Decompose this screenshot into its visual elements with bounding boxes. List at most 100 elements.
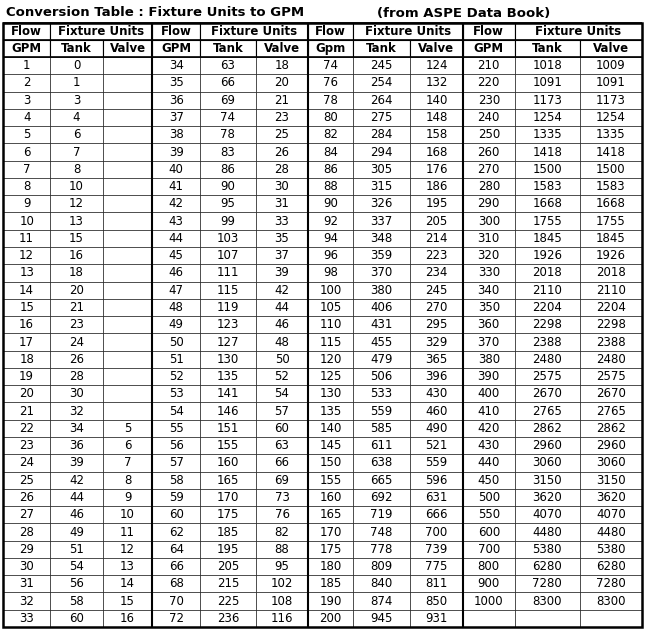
Text: 500: 500 — [478, 491, 500, 504]
Text: 284: 284 — [370, 129, 393, 141]
Text: 479: 479 — [370, 353, 393, 366]
Bar — [410, 351, 462, 368]
Bar — [152, 575, 200, 592]
Text: 44: 44 — [275, 301, 290, 314]
Bar — [256, 91, 308, 109]
Text: 39: 39 — [275, 266, 290, 280]
Bar — [410, 40, 462, 57]
Text: 360: 360 — [478, 318, 500, 331]
Text: 63: 63 — [221, 59, 235, 72]
Bar — [152, 351, 200, 368]
Text: 170: 170 — [319, 525, 342, 539]
Bar — [353, 316, 410, 333]
Bar — [3, 161, 50, 178]
Text: 111: 111 — [217, 266, 239, 280]
Bar — [462, 247, 515, 264]
Text: GPM: GPM — [161, 42, 191, 55]
Bar — [103, 91, 152, 109]
Text: 76: 76 — [323, 76, 338, 89]
Bar — [152, 316, 200, 333]
Text: 0: 0 — [73, 59, 80, 72]
Bar — [103, 489, 152, 506]
Text: 12: 12 — [19, 249, 34, 262]
Bar — [103, 195, 152, 212]
Text: Valve: Valve — [593, 42, 629, 55]
Text: 48: 48 — [275, 336, 290, 348]
Text: 41: 41 — [168, 180, 184, 193]
Text: 23: 23 — [19, 439, 34, 452]
Text: 39: 39 — [169, 146, 184, 159]
Bar — [152, 126, 200, 144]
Text: 44: 44 — [168, 232, 184, 245]
Bar — [580, 558, 642, 575]
Bar — [103, 420, 152, 437]
Bar — [256, 247, 308, 264]
Text: 380: 380 — [371, 284, 393, 297]
Bar — [3, 247, 50, 264]
Text: 3: 3 — [73, 94, 80, 106]
Bar — [3, 575, 50, 592]
Text: 127: 127 — [217, 336, 239, 348]
Text: 38: 38 — [169, 129, 184, 141]
Text: 37: 37 — [169, 111, 184, 124]
Text: 83: 83 — [221, 146, 235, 159]
Bar — [3, 212, 50, 230]
Bar — [410, 506, 462, 524]
Bar — [308, 575, 353, 592]
Bar — [3, 40, 50, 57]
Bar — [353, 144, 410, 161]
Text: 666: 666 — [425, 508, 448, 521]
Bar — [152, 299, 200, 316]
Text: 611: 611 — [370, 439, 393, 452]
Text: 99: 99 — [221, 215, 235, 227]
Text: 8: 8 — [23, 180, 30, 193]
Text: 69: 69 — [275, 474, 290, 487]
Text: 250: 250 — [478, 129, 500, 141]
Bar — [152, 282, 200, 299]
Bar — [353, 524, 410, 541]
Text: Tank: Tank — [61, 42, 92, 55]
Text: 105: 105 — [319, 301, 342, 314]
Text: 53: 53 — [169, 387, 184, 400]
Bar — [515, 23, 642, 40]
Text: 18: 18 — [275, 59, 290, 72]
Bar — [3, 282, 50, 299]
Text: 665: 665 — [370, 474, 393, 487]
Bar — [353, 230, 410, 247]
Bar — [353, 195, 410, 212]
Bar — [462, 368, 515, 385]
Text: 380: 380 — [478, 353, 500, 366]
Text: 130: 130 — [319, 387, 342, 400]
Text: 54: 54 — [275, 387, 290, 400]
Bar — [410, 126, 462, 144]
Bar — [200, 489, 256, 506]
Text: 103: 103 — [217, 232, 239, 245]
Bar — [353, 333, 410, 351]
Text: 13: 13 — [120, 560, 135, 573]
Bar — [353, 420, 410, 437]
Bar — [3, 144, 50, 161]
Text: 840: 840 — [370, 577, 393, 590]
Bar — [50, 489, 103, 506]
Text: 48: 48 — [169, 301, 184, 314]
Bar — [256, 610, 308, 627]
Bar — [353, 575, 410, 592]
Bar — [200, 316, 256, 333]
Text: 47: 47 — [168, 284, 184, 297]
Bar — [308, 506, 353, 524]
Bar — [515, 282, 580, 299]
Bar — [410, 333, 462, 351]
Text: 370: 370 — [370, 266, 393, 280]
Text: 6: 6 — [124, 439, 132, 452]
Bar — [200, 57, 256, 74]
Bar — [410, 541, 462, 558]
Text: 12: 12 — [120, 543, 135, 556]
Bar — [515, 247, 580, 264]
Text: 86: 86 — [323, 163, 338, 176]
Bar — [50, 592, 103, 610]
Text: 66: 66 — [168, 560, 184, 573]
Text: 290: 290 — [477, 197, 500, 210]
Text: 300: 300 — [478, 215, 500, 227]
Bar — [410, 575, 462, 592]
Bar — [103, 230, 152, 247]
